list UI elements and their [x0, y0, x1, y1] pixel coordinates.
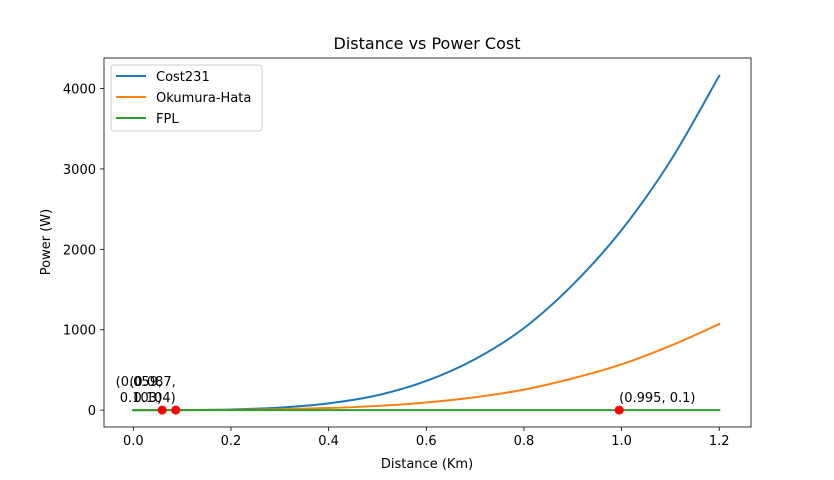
point-annotation-line1: (0.059, — [116, 375, 162, 390]
highlight-point — [171, 405, 181, 415]
chart-title: Distance vs Power Cost — [334, 34, 521, 53]
y-tick-label: 3000 — [63, 163, 96, 178]
point-annotation-line2: 0.104) — [133, 391, 175, 406]
y-tick-label: 0 — [88, 404, 96, 419]
x-axis-label: Distance (Km) — [381, 457, 473, 472]
legend: Cost231 Okumura-Hata FPL — [110, 64, 263, 132]
x-tick-label: 1.0 — [611, 434, 632, 449]
y-tick-label: 4000 — [63, 83, 96, 98]
legend-label-fpl: FPL — [156, 112, 179, 127]
x-tick-label: 0.2 — [221, 434, 242, 449]
point-annotations: (0.059,0.103)(0.087,0.104) (0.995, 0.1) — [116, 375, 696, 406]
x-tick-label: 1.2 — [709, 434, 730, 449]
highlighted-points — [157, 405, 624, 415]
point-annotation-line1: (0.087, — [129, 375, 175, 390]
highlight-point — [157, 405, 167, 415]
x-tick-label: 0.0 — [123, 434, 144, 449]
highlight-point — [614, 405, 624, 415]
legend-label-cost231: Cost231 — [156, 70, 210, 85]
y-tick-label: 1000 — [63, 324, 96, 339]
x-tick-label: 0.4 — [318, 434, 339, 449]
y-axis-label: Power (W) — [39, 209, 54, 275]
x-tick-label: 0.8 — [514, 434, 535, 449]
y-axis: 0 1000 2000 3000 4000 — [63, 83, 104, 419]
point-annotation: (0.995, 0.1) — [619, 391, 695, 406]
y-tick-label: 2000 — [63, 243, 96, 258]
x-tick-label: 0.6 — [416, 434, 437, 449]
x-axis: 0.0 0.2 0.4 0.6 0.8 1.0 1.2 — [123, 427, 730, 449]
point-annotation-line2: 0.103) — [120, 391, 162, 406]
legend-label-okumura-hata: Okumura-Hata — [156, 91, 251, 106]
legend-box — [110, 64, 263, 132]
